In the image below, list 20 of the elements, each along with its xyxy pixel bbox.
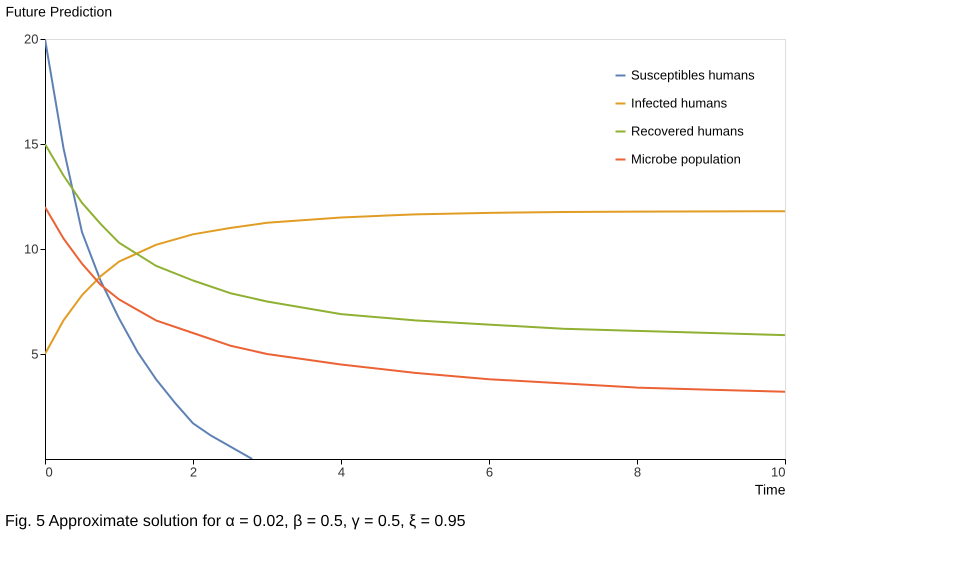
y-tick-label: 15 (24, 136, 38, 152)
legend-label: Infected humans (631, 96, 728, 110)
y-tick-label: 5 (31, 346, 38, 362)
line-series (45, 210, 785, 355)
x-tick-label: 2 (190, 464, 198, 480)
caption: Fig. 5 Approximate solution for α = 0.02, β = 0.5, γ = 0.5, ξ = 0.95 (5, 513, 466, 530)
legend-label: Microbe population (631, 152, 741, 166)
legend-label: Recovered humans (631, 124, 744, 138)
x-tick-label: 8 (634, 464, 642, 480)
y-tick-label: 20 (24, 32, 38, 46)
line-series (45, 206, 785, 393)
x-axis-title: Time (754, 482, 786, 498)
x-tick-label: 0 (46, 464, 53, 480)
x-tick-label: 4 (338, 464, 346, 480)
y-tick-label: 10 (24, 242, 38, 256)
line-series (45, 143, 785, 336)
legend-label: Susceptibles humans (631, 68, 756, 82)
x-tick-label: 6 (486, 464, 494, 480)
y-axis-title: Future Prediction (6, 4, 112, 20)
x-tick-label: 10 (771, 464, 786, 480)
